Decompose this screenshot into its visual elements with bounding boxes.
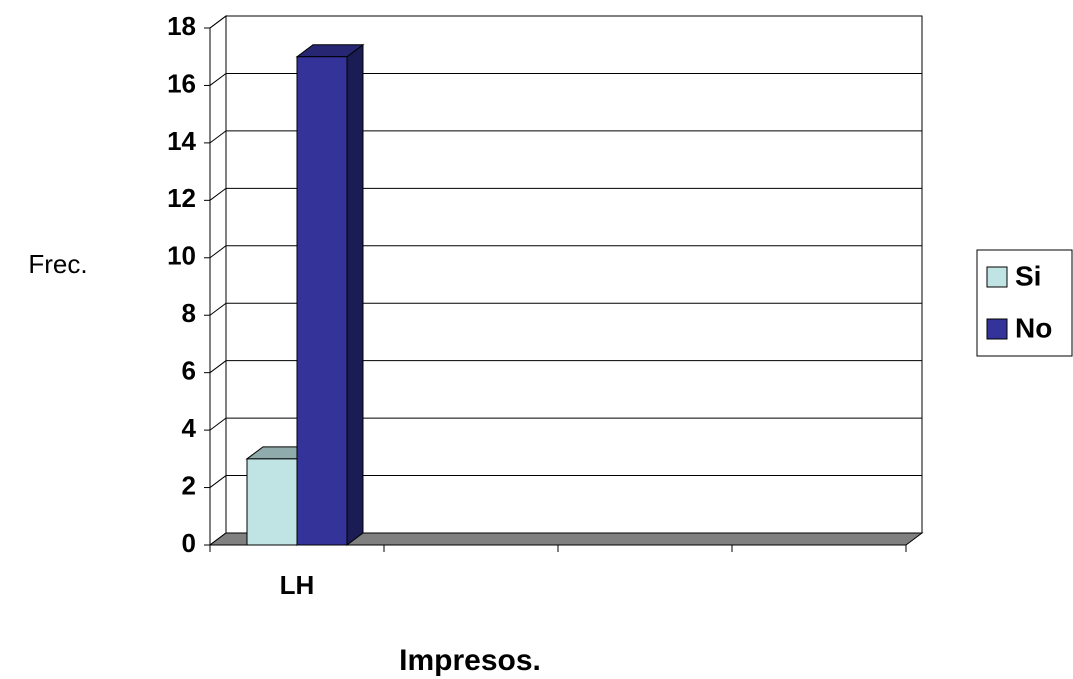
- grid-line: [209, 417, 922, 431]
- grid-line: [209, 72, 922, 86]
- y-tick-label: 18: [167, 11, 196, 41]
- legend-swatch: [986, 266, 1008, 288]
- x-tick-label: LH: [280, 570, 315, 600]
- y-tick-label: 14: [167, 126, 196, 156]
- grid-line: [209, 130, 922, 144]
- side-wall: [209, 15, 227, 546]
- grid-line: [209, 475, 922, 488]
- legend-swatch: [986, 318, 1008, 340]
- y-axis-label: Frec.: [28, 249, 87, 279]
- y-tick-label: 6: [182, 356, 196, 386]
- y-tick-label: 0: [182, 528, 196, 558]
- grid-line: [209, 187, 922, 201]
- bar-side: [346, 43, 364, 546]
- y-tick-label: 12: [167, 183, 196, 213]
- grid-line: [209, 245, 922, 259]
- grid-line: [209, 360, 922, 374]
- legend-label: No: [1015, 312, 1052, 343]
- y-tick-label: 10: [167, 241, 196, 271]
- bar-front: [296, 56, 348, 546]
- grid-line: [209, 15, 922, 29]
- legend-label: Si: [1015, 260, 1041, 291]
- bar-front: [246, 458, 298, 546]
- y-tick-label: 16: [167, 68, 196, 98]
- grid-line: [209, 302, 922, 316]
- y-tick-label: 2: [182, 470, 196, 500]
- y-tick-label: 4: [182, 413, 197, 443]
- bar: [295, 43, 365, 546]
- x-axis-label: Impresos.: [399, 644, 541, 677]
- y-tick-label: 8: [182, 298, 196, 328]
